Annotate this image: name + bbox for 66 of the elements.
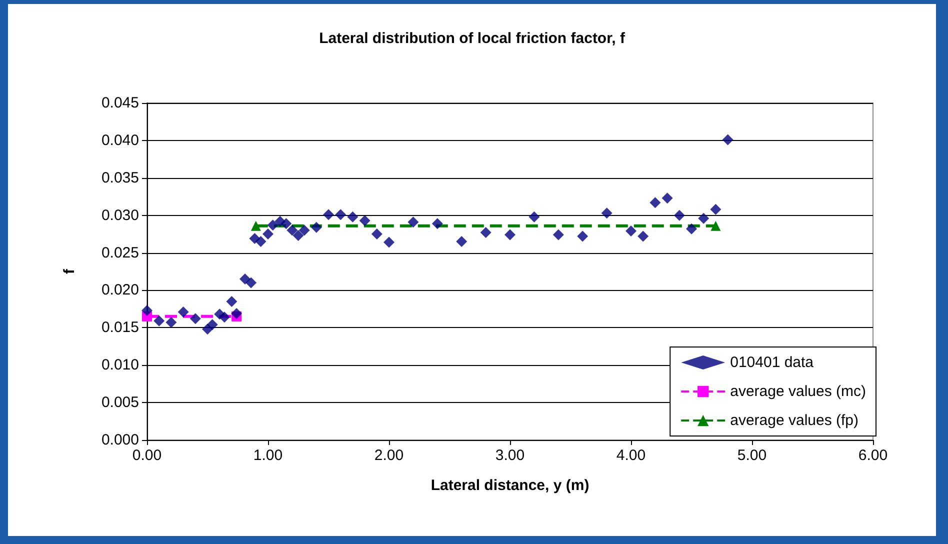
point [166,316,177,328]
point [286,224,298,236]
point [650,197,661,208]
y-tick-label: 0.000 [101,432,139,448]
y-tick-label: 0.015 [101,319,139,336]
point [267,220,278,231]
point [359,215,370,226]
point [231,308,242,319]
x-tick-label: 4.00 [616,447,646,464]
point [528,211,540,222]
point [601,208,612,219]
point [226,296,238,307]
x-tick-label: 5.00 [737,447,767,464]
point [480,227,492,238]
point [408,216,419,228]
point [335,209,346,220]
y-tick-label: 0.035 [101,169,139,186]
y-tick-label: 0.030 [101,206,139,224]
point [432,218,443,230]
chart-title: Lateral distribution of local friction factor, f [319,30,626,47]
point [686,223,697,234]
y-tick-label: 0.040 [101,132,139,149]
legend-label: 010401 data [730,354,814,371]
point [323,209,334,220]
x-tick-label: 0.00 [132,447,162,464]
point [626,226,636,237]
y-tick-label: 0.020 [101,282,139,299]
y-tick-label: 0.010 [101,356,139,374]
point [698,212,710,224]
y-tick-label: 0.025 [101,244,139,262]
x-tick-label: 1.00 [253,447,283,464]
x-tick-label: 2.00 [374,447,404,464]
point [292,230,304,242]
point [206,319,218,330]
y-axis-title: f [61,268,78,274]
y-tick-label: 0.005 [101,394,139,412]
point [504,229,516,240]
point [298,224,310,236]
legend-label: average values (fp) [730,412,859,429]
point [178,306,189,318]
point [674,210,685,221]
point [262,228,274,240]
point [552,229,564,240]
point [280,218,292,230]
point [218,312,230,323]
point [310,222,322,233]
point [142,304,152,316]
point [246,277,257,288]
point [190,313,201,324]
legend-label: average values (mc) [730,383,866,400]
x-tick-label: 3.00 [495,447,525,464]
point [456,236,468,248]
point [662,192,673,204]
point [255,236,266,248]
point [371,228,382,240]
y-tick-label: 0.045 [101,94,139,112]
x-tick-label: 6.00 [858,447,888,464]
point [240,273,251,284]
point [710,204,722,215]
point [154,315,165,326]
point [577,230,588,242]
point [638,230,649,242]
x-axis-title: Lateral distance, y (m) [430,477,590,494]
point [384,236,394,248]
point [722,134,734,146]
point [347,211,358,222]
